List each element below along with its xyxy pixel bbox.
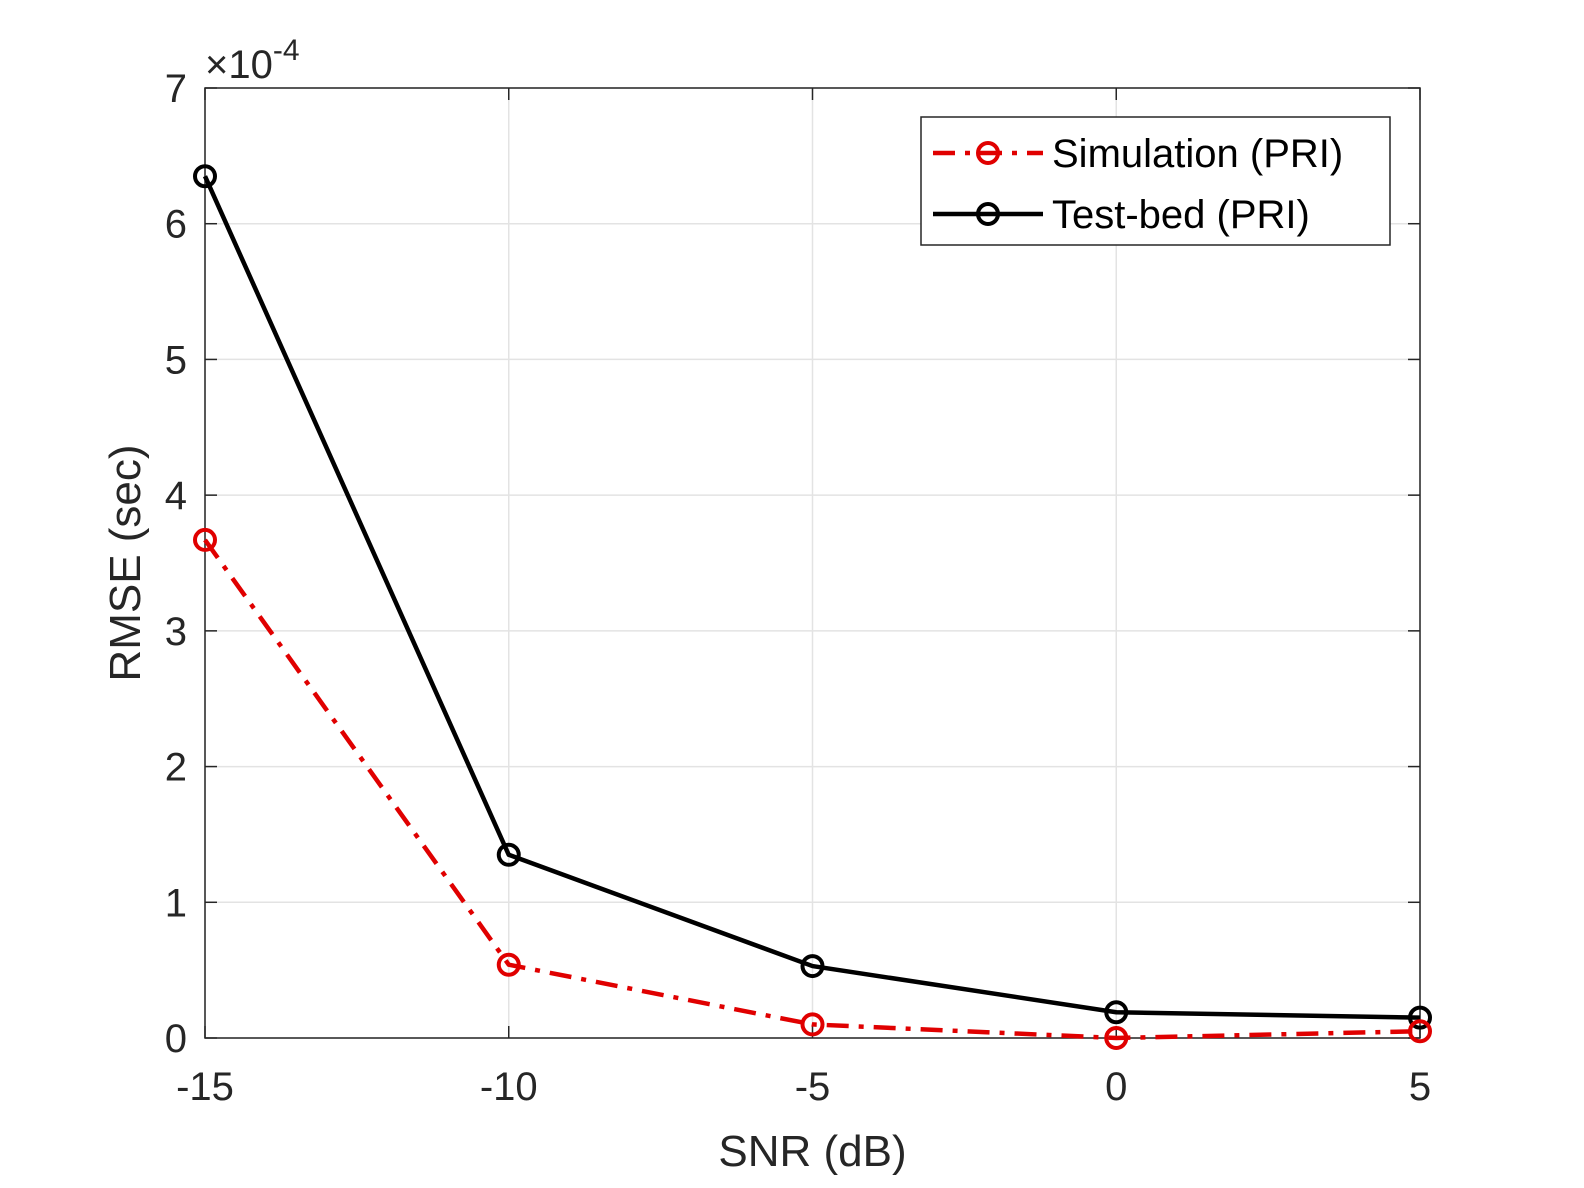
series-point (1408, 1019, 1432, 1044)
series-line (203, 538, 1421, 1041)
series-point (496, 952, 521, 977)
y-tick-label: 0 (165, 1017, 187, 1061)
y-tick-label: 4 (165, 474, 187, 518)
series-point (1104, 1026, 1129, 1050)
legend-marker (976, 202, 1000, 226)
series-point (1408, 1005, 1432, 1030)
legend-label: Simulation (PRI) (1052, 132, 1343, 176)
y-tick-label: 1 (165, 881, 187, 925)
y-axis-exponent-power: -4 (273, 34, 300, 67)
legend-box (920, 116, 1391, 246)
y-axis-title: RMSE (sec) (101, 444, 150, 681)
series-line (202, 175, 1421, 1020)
y-tick-label: 2 (165, 746, 187, 790)
y-tick-label: 3 (165, 610, 187, 654)
legend-marker (976, 141, 1000, 165)
x-tick-label: -5 (795, 1065, 831, 1109)
series-point (193, 527, 217, 552)
legend-label: Test-bed (PRI) (1052, 193, 1310, 237)
x-tick-label: -15 (176, 1065, 234, 1109)
series-point (1104, 1000, 1129, 1025)
data-series (193, 164, 1432, 1050)
x-axis-title: SNR (dB) (718, 1127, 906, 1176)
series-point (193, 164, 217, 189)
x-tick-label: 5 (1409, 1065, 1431, 1109)
legend: Simulation (PRI) Test-bed (PRI) (920, 116, 1391, 246)
y-tick-label: 6 (165, 203, 187, 247)
y-axis-exponent-base: ×10 (205, 43, 273, 87)
y-tick-label: 7 (165, 67, 187, 111)
x-tick-label: -10 (480, 1065, 538, 1109)
series-point (800, 1012, 825, 1037)
legend-entries: Simulation (PRI) Test-bed (PRI) (933, 132, 1343, 237)
y-tick-label: 5 (165, 338, 187, 382)
series-point (800, 954, 825, 979)
series-point (496, 842, 521, 867)
x-tick-label: 0 (1105, 1065, 1127, 1109)
y-axis-exponent: ×10-4 (205, 34, 300, 87)
axis-ticks: -15 -10 -5 0 5 0 1 2 3 4 5 6 7 (165, 67, 1431, 1109)
